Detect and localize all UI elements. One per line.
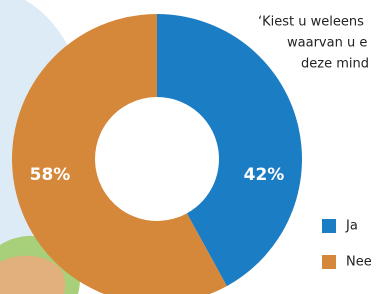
value-label: 58% (30, 165, 71, 185)
page: ‘Kiest u weleens waarvan u e deze mind 42%… (0, 0, 380, 294)
legend-label: Nee (346, 255, 372, 270)
legend-label: Ja (345, 219, 358, 234)
legend-swatch (322, 255, 336, 269)
title-line: deze mind (301, 57, 369, 72)
title-line: ‘Kiest u weleens (258, 15, 364, 30)
title-line: waarvan u e (287, 36, 367, 51)
chart: ‘Kiest u weleens waarvan u e deze mind 42%… (0, 0, 380, 294)
legend-swatch (322, 219, 336, 233)
value-label: 42% (244, 165, 285, 185)
